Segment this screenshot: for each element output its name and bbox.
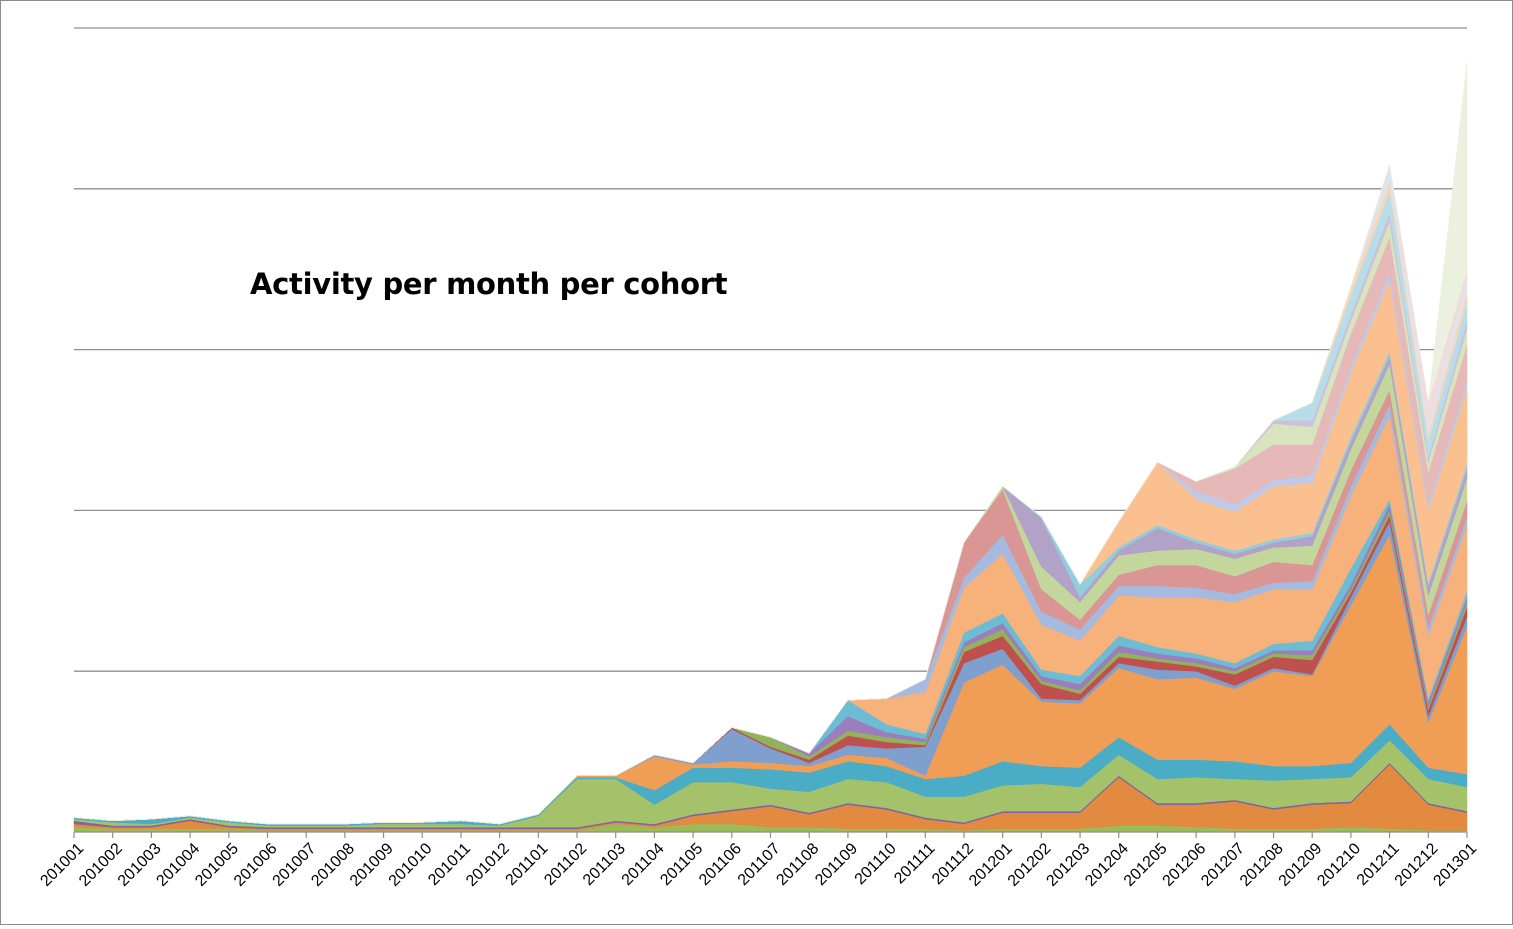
x-tick-label: 201210 [1314,840,1364,890]
x-tick-label: 201102 [541,840,590,889]
series-area-27 [73,61,1468,825]
series-areas [73,61,1468,833]
x-tick-label: 201110 [852,840,900,888]
x-tick-label: 201111 [891,840,938,887]
x-tick-label: 201105 [657,840,706,889]
x-tick-label: 201106 [696,840,745,889]
x-tick-label: 201109 [812,840,861,889]
x-tick-label: 201012 [463,840,513,890]
x-tick-label: 201010 [386,840,436,890]
x-tick-label: 201104 [619,840,668,889]
x-tick-labels: 2010012010022010032010042010052010062010… [37,840,1480,890]
x-tick-label: 201108 [773,840,822,889]
x-tick-label: 201107 [735,840,784,889]
x-tick-label: 201101 [503,840,552,889]
x-tick-label: 201103 [580,840,629,889]
x-tick-label: 201301 [1430,840,1480,890]
x-axis [73,831,1468,838]
chart-title: Activity per month per cohort [250,267,728,301]
